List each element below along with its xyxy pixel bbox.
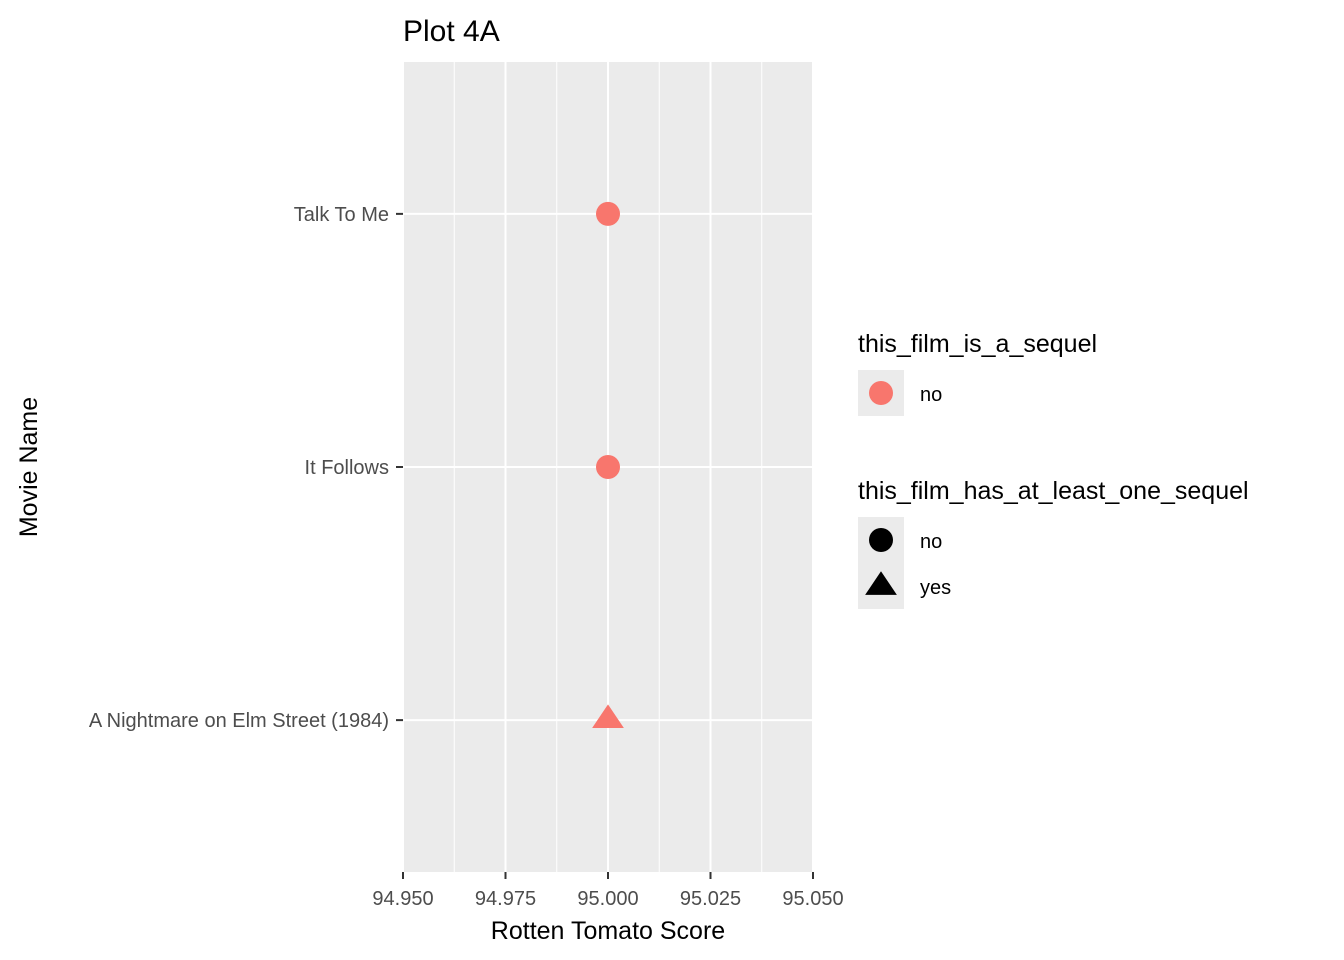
legend-key-triangle	[865, 571, 897, 595]
y-tick-label: It Follows	[305, 457, 389, 479]
legend: this_film_is_a_sequelnothis_film_has_at_…	[858, 330, 1249, 609]
data-point	[596, 455, 620, 479]
x-axis: 94.950 94.975 95.000 95.025 95.050	[372, 872, 844, 910]
legend-key-circle	[869, 528, 893, 552]
data-point	[592, 704, 624, 729]
legend-label: no	[920, 531, 942, 553]
legend-label: yes	[920, 577, 951, 599]
legend-title: this_film_has_at_least_one_sequel	[858, 477, 1249, 505]
y-axis-title: Movie Name	[15, 397, 43, 537]
x-tick-label: 95.000	[577, 888, 638, 910]
y-axis: A Nightmare on Elm Street (1984) It Follo…	[89, 204, 403, 732]
x-tick-label: 95.025	[680, 888, 741, 910]
data-points	[592, 201, 624, 729]
x-axis-title: Rotten Tomato Score	[491, 917, 725, 945]
x-tick-label: 94.975	[475, 888, 536, 910]
legend-label: no	[920, 384, 942, 406]
x-tick-label: 95.050	[782, 888, 843, 910]
legend-key-circle	[869, 381, 893, 405]
y-tick-label: A Nightmare on Elm Street (1984)	[89, 710, 389, 732]
legend-title: this_film_is_a_sequel	[858, 330, 1097, 358]
x-tick-label: 94.950	[372, 888, 433, 910]
data-point	[596, 201, 620, 226]
chart-title: Plot 4A	[403, 15, 500, 48]
y-tick-label: Talk To Me	[294, 204, 389, 226]
